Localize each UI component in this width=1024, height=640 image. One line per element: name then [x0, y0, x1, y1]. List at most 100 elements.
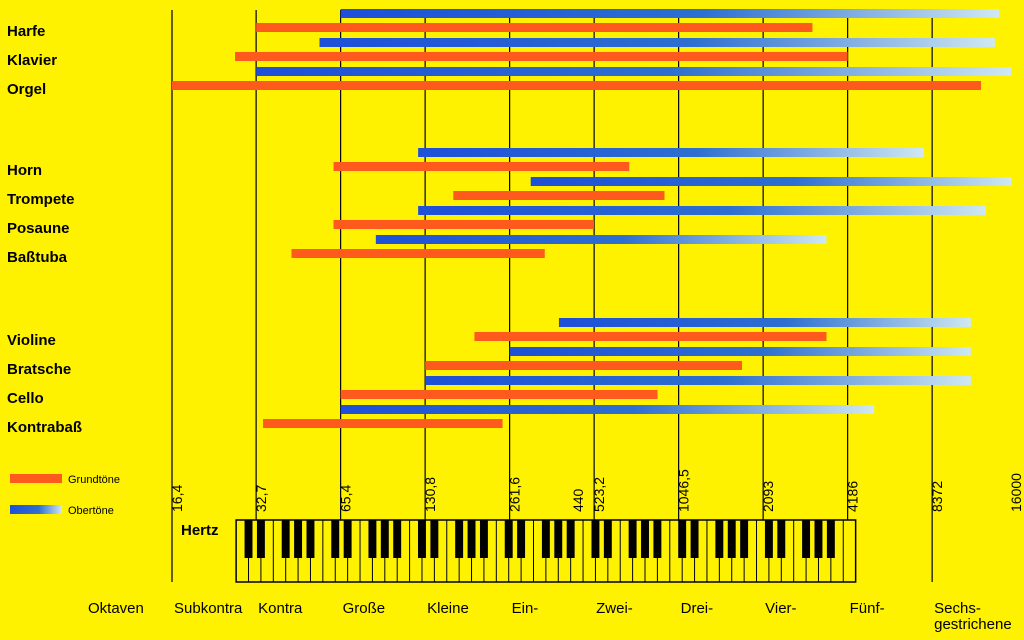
black-key — [517, 520, 526, 558]
grundtoene-bar-horn — [333, 162, 630, 171]
bars-layer — [172, 9, 1012, 428]
hertz-tick-label: 16000 — [1008, 473, 1024, 512]
black-key — [281, 520, 290, 558]
octave-label-fuenf: Fünf- — [850, 600, 885, 617]
black-key — [814, 520, 823, 558]
black-key — [393, 520, 402, 558]
grundtoene-bar-bratsche — [425, 361, 743, 370]
black-key — [826, 520, 835, 558]
hertz-axis-label: Hertz — [181, 522, 219, 539]
instrument-label-harfe: Harfe — [7, 23, 45, 40]
black-key — [603, 520, 612, 558]
grundtoene-bar-harfe — [256, 23, 813, 32]
black-key — [554, 520, 563, 558]
legend: Grundtöne Obertöne — [10, 474, 120, 517]
hertz-tick-label: 2093 — [760, 481, 776, 512]
legend-swatch-obertoene — [10, 505, 62, 514]
octave-labels: Oktaven Subkontra Kontra Große Kleine Ein- Zwe… — [88, 600, 1012, 633]
hertz-tick-label: 8372 — [929, 481, 945, 512]
obertoene-bar-violine — [558, 318, 971, 327]
octave-gridlines — [171, 10, 933, 582]
black-key — [256, 520, 265, 558]
hertz-tick-label: 523,2 — [591, 477, 607, 512]
grundtoene-bar-violine — [474, 332, 827, 341]
grundtoene-bar-klavier — [235, 52, 848, 61]
octave-label-2-gestrichene: gestrichene — [934, 616, 1012, 633]
hertz-tick-label: 440 — [570, 488, 586, 512]
black-key — [380, 520, 389, 558]
black-key — [455, 520, 464, 558]
black-key — [802, 520, 811, 558]
instrument-label-cello: Cello — [7, 390, 44, 407]
obertoene-bar-posaune — [418, 206, 986, 215]
octave-label-vier: Vier- — [765, 600, 796, 617]
black-key — [430, 520, 439, 558]
grundtoene-bar-trompete — [453, 191, 665, 200]
hertz-tick-label: 16,4 — [169, 485, 185, 512]
obertoene-bar-klavier — [319, 38, 995, 47]
piano-keyboard — [235, 519, 857, 583]
instrument-label-posaune: Posaune — [7, 220, 70, 237]
black-key — [418, 520, 426, 558]
black-key — [504, 520, 513, 558]
octave-label-drei: Drei- — [681, 600, 714, 617]
octave-label-sechs: Sechs- — [934, 600, 981, 617]
black-key — [343, 520, 352, 558]
obertoene-bar-basstuba — [375, 235, 827, 244]
black-key — [690, 520, 699, 558]
grundtoene-bar-orgel — [172, 81, 982, 90]
black-key — [566, 520, 575, 558]
hertz-tick-label: 32,7 — [253, 485, 269, 512]
grundtoene-bar-kontrabass — [263, 419, 503, 428]
octave-label-ein: Ein- — [512, 600, 539, 617]
black-key — [641, 520, 649, 558]
instrument-label-klavier: Klavier — [7, 52, 57, 69]
obertoene-bar-bratsche — [509, 347, 971, 356]
instrument-labels: Harfe Klavier Orgel Horn Trompete Posaune Baßt… — [7, 23, 82, 436]
instrument-label-basstuba: Baßtuba — [7, 249, 68, 266]
black-key — [727, 520, 736, 558]
hertz-tick-label: 130,8 — [422, 477, 438, 512]
black-key — [294, 520, 303, 558]
obertoene-bar-cello — [425, 376, 971, 385]
hertz-tick-label: 65,4 — [338, 485, 354, 512]
legend-label-obertoene: Obertöne — [68, 505, 114, 517]
instrument-label-horn: Horn — [7, 162, 42, 179]
black-key — [591, 520, 600, 558]
octave-label-zwei: Zwei- — [596, 600, 633, 617]
black-key — [368, 520, 377, 558]
obertoene-bar-harfe — [340, 9, 1000, 18]
obertoene-bar-trompete — [530, 177, 1012, 186]
hertz-tick-labels: 16,4 32,7 65,4 130,8 261,6 440 523,2 1046,5 2093… — [169, 469, 1024, 539]
obertoene-bar-horn — [418, 148, 924, 157]
hertz-tick-label: 261,6 — [507, 477, 523, 512]
octave-label-kontra: Kontra — [258, 600, 303, 617]
instrument-label-trompete: Trompete — [7, 191, 75, 208]
obertoene-bar-orgel — [256, 67, 1012, 76]
black-key — [777, 520, 786, 558]
black-key — [331, 520, 340, 558]
black-key — [244, 520, 253, 558]
octave-label-subkontra: Subkontra — [174, 600, 243, 617]
hertz-tick-label: 1046,5 — [676, 469, 692, 512]
obertoene-bar-kontrabass — [340, 405, 875, 414]
instrument-label-bratsche: Bratsche — [7, 361, 71, 378]
black-key — [653, 520, 662, 558]
grundtoene-bar-posaune — [333, 220, 595, 229]
black-key — [306, 520, 315, 558]
black-key — [479, 520, 488, 558]
octave-label-kleine: Kleine — [427, 600, 469, 617]
grundtoene-bar-basstuba — [291, 249, 545, 258]
legend-swatch-grundtoene — [10, 474, 62, 483]
black-key — [541, 520, 550, 558]
octave-axis-label: Oktaven — [88, 600, 144, 617]
black-key — [678, 520, 687, 558]
black-key — [764, 520, 773, 558]
hertz-tick-label: 4186 — [845, 481, 861, 512]
instrument-label-kontrabass: Kontrabaß — [7, 419, 82, 436]
black-key — [740, 520, 749, 558]
black-key — [715, 520, 724, 558]
black-key — [467, 520, 476, 558]
